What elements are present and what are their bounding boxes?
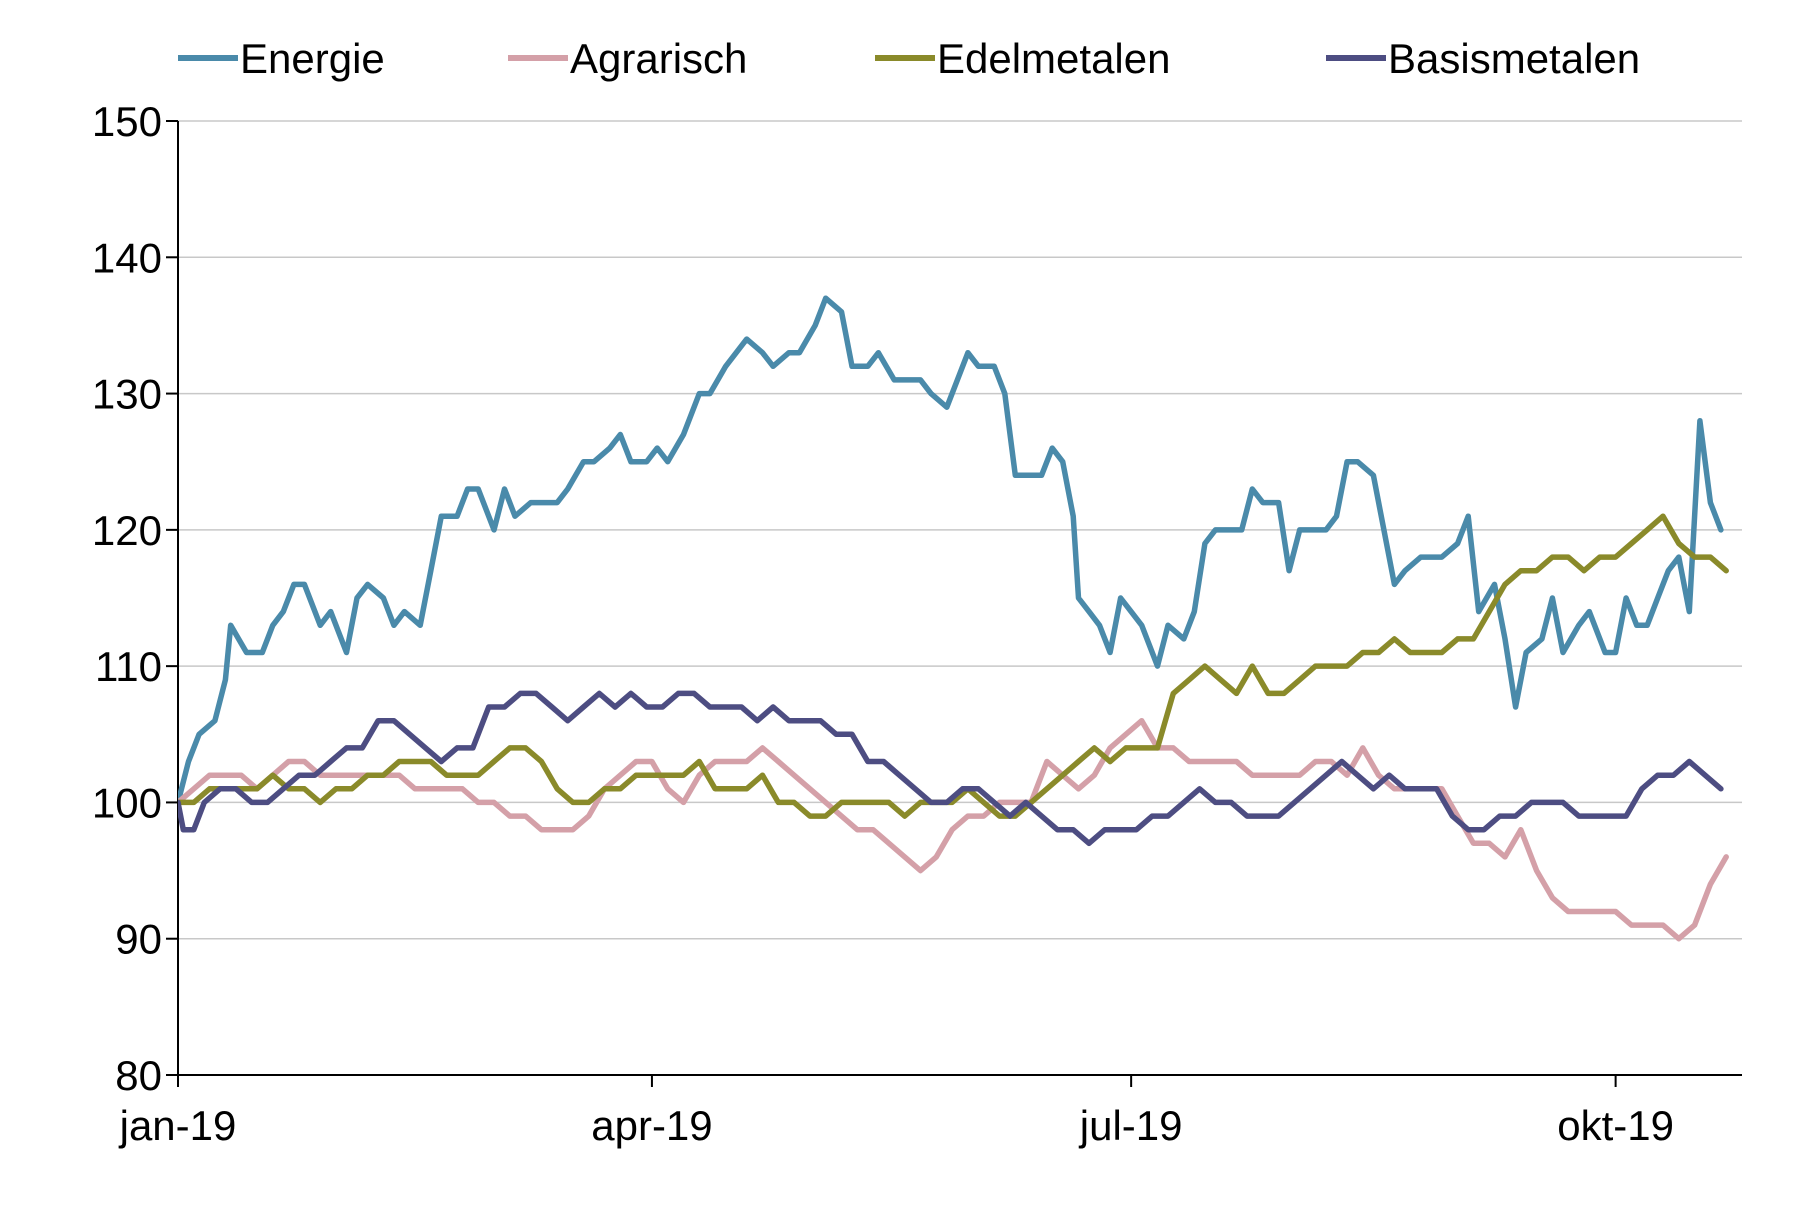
x-tick-label-okt-19: okt-19: [1557, 1102, 1674, 1149]
x-tick-label-apr-19: apr-19: [591, 1102, 712, 1149]
legend: Energie Agrarisch Edelmetalen Basismetalen: [178, 35, 1640, 82]
series-line-agrarisch: [178, 717, 1729, 942]
y-tick-label-80: 80: [115, 1052, 162, 1099]
y-tick-label-140: 140: [92, 234, 162, 281]
y-tick-label-120: 120: [92, 507, 162, 554]
x-tick-label-jan-19: jan-19: [118, 1102, 237, 1149]
legend-label-energie: Energie: [240, 35, 385, 82]
series-line-basismetalen: [178, 690, 1724, 847]
y-tick-label-100: 100: [92, 779, 162, 826]
axes: [177, 121, 1742, 1076]
grid-lines: [178, 120, 1742, 940]
y-tick-label-90: 90: [115, 916, 162, 963]
y-axis-ticks: 80 90 100 110 120 130 140 150: [92, 98, 178, 1099]
y-tick-label-110: 110: [95, 643, 162, 690]
series-lines: [178, 295, 1729, 942]
y-tick-label-130: 130: [92, 371, 162, 418]
x-axis-ticks: jan-19 apr-19 jul-19 okt-19: [118, 1075, 1674, 1149]
x-tick-label-jul-19: jul-19: [1078, 1102, 1183, 1149]
legend-label-edelmetalen: Edelmetalen: [937, 35, 1170, 82]
series-line-energie: [178, 295, 1724, 806]
legend-label-basismetalen: Basismetalen: [1388, 35, 1640, 82]
series-line-edelmetalen: [178, 513, 1729, 819]
y-tick-label-150: 150: [92, 98, 162, 145]
legend-label-agrarisch: Agrarisch: [570, 35, 747, 82]
